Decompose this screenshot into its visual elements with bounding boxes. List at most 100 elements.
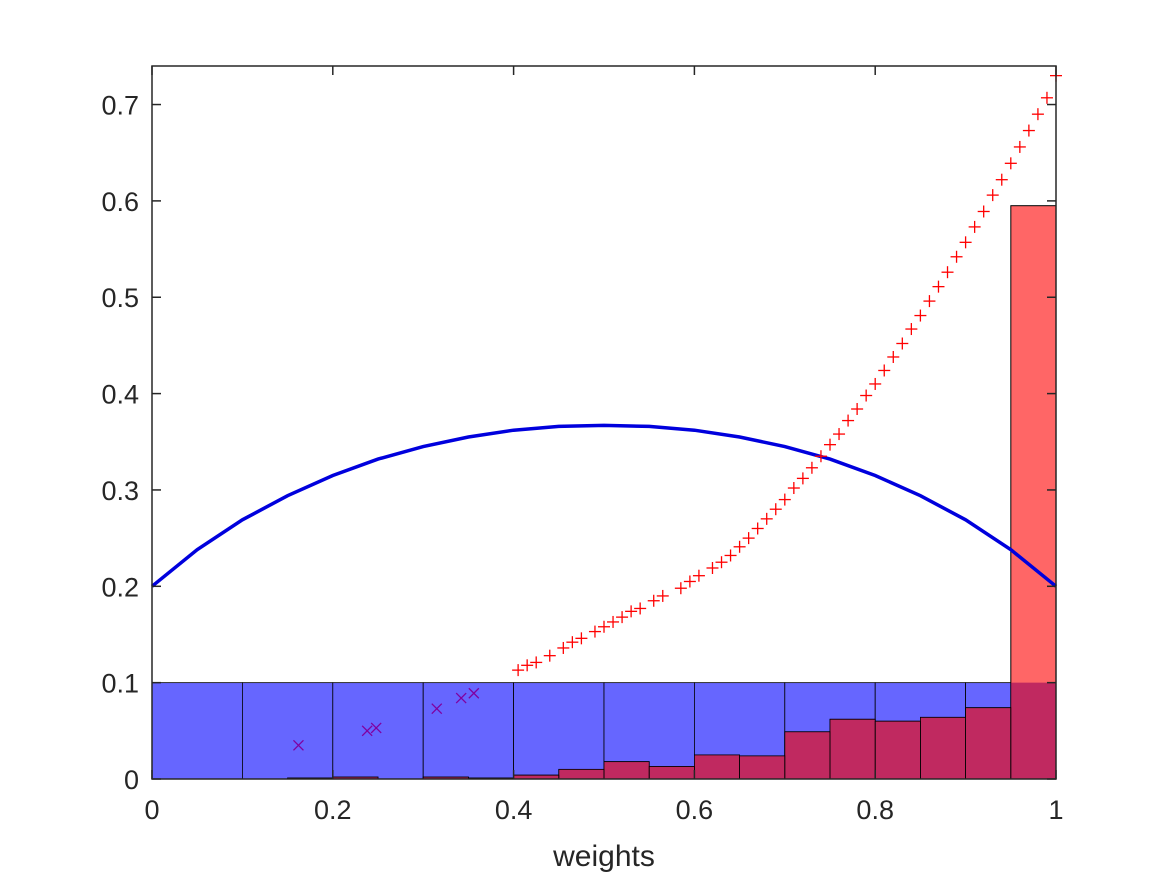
- red-plus-marker: [634, 602, 647, 615]
- red-plus-marker: [914, 309, 927, 322]
- overlap-bar: [739, 755, 785, 779]
- y-tick-label: 0: [124, 765, 139, 795]
- red-plus-marker: [896, 337, 909, 350]
- red-plus-marker: [543, 649, 556, 662]
- purple-x-marker-b: [292, 739, 304, 751]
- purple-x-marker-b: [468, 687, 480, 699]
- red-plus-marker: [715, 556, 728, 569]
- x-tick-label: 1: [1048, 795, 1063, 825]
- overlap-bar: [423, 777, 469, 779]
- overlap-bar: [875, 721, 921, 779]
- red-plus-marker: [778, 493, 791, 506]
- red-plus-marker: [869, 377, 882, 390]
- red-plus-marker: [521, 659, 534, 672]
- red-plus-marker: [1013, 140, 1026, 153]
- red-plus-marker: [588, 625, 601, 638]
- purple-x-marker-b: [361, 725, 373, 737]
- blue-histogram-bar: [151, 682, 243, 780]
- red-plus-marker: [575, 632, 588, 645]
- red-plus-marker: [751, 522, 764, 535]
- overlap-bar: [558, 769, 604, 779]
- red-plus-marker: [995, 173, 1008, 186]
- blue-histogram-bar: [422, 682, 515, 780]
- y-tick-label: 0.7: [101, 91, 139, 121]
- x-axis-title: weights: [552, 840, 655, 873]
- red-plus-marker: [557, 641, 570, 654]
- red-plus-marker: [986, 189, 999, 202]
- red-plus-marker: [787, 482, 800, 495]
- y-tick-label: 0.6: [101, 187, 139, 217]
- overlap-bar: [513, 775, 559, 779]
- red-plus-marker: [760, 512, 773, 525]
- red-plus-marker: [706, 561, 719, 574]
- red-plus-marker: [1004, 157, 1017, 170]
- red-plus-marker: [683, 575, 696, 588]
- red-plus-marker: [824, 438, 836, 451]
- purple-x-marker-b: [455, 692, 467, 704]
- red-plus-marker: [692, 569, 705, 582]
- overlap-bar: [784, 731, 830, 779]
- blue-histogram-bar: [332, 682, 424, 780]
- x-tick-label: 0: [144, 795, 159, 825]
- blue-curve: [150, 423, 1058, 588]
- x-tick-label: 0.8: [856, 795, 894, 825]
- purple-x-marker: [361, 725, 373, 737]
- red-plus-marker: [742, 532, 755, 545]
- red-plus-marker: [647, 594, 660, 607]
- red-plus-marker: [860, 389, 873, 402]
- red-plus-marker: [814, 450, 827, 463]
- red-plus-marker: [724, 549, 737, 562]
- ticks-layer: [151, 66, 1057, 780]
- red-plus-marker: [796, 472, 809, 485]
- red-plus-marker: [625, 605, 638, 618]
- overlap-bar: [332, 777, 378, 779]
- purple-x-marker: [455, 692, 467, 704]
- overlap-bar: [965, 707, 1011, 779]
- blue-histogram-bar: [513, 682, 605, 780]
- overlap-bar: [830, 719, 876, 779]
- x-tick-labels: 0 0.2 0.4 0.6 0.8 1: [144, 795, 1063, 825]
- red-plus-marker: [616, 611, 629, 624]
- red-plus-marker: [607, 615, 620, 628]
- red-plus-marker: [512, 664, 525, 677]
- y-tick-label: 0.3: [101, 476, 139, 506]
- red-plus-marker: [878, 364, 891, 377]
- y-tick-label: 0.1: [101, 669, 139, 699]
- series-layer: [150, 69, 1062, 780]
- red-plus-marker: [941, 266, 954, 279]
- red-plus-marker: [905, 323, 918, 336]
- red-plus-marker: [887, 350, 900, 363]
- red-plus-marker: [530, 656, 543, 669]
- red-plus-marker: [656, 589, 669, 602]
- red-plus-marker: [977, 205, 990, 218]
- red-plus-marker: [950, 250, 963, 263]
- purple-x-marker: [468, 687, 480, 699]
- red-plus-marker: [769, 503, 782, 516]
- axes-layer: [151, 65, 1057, 780]
- red-plus-marker: [842, 414, 855, 427]
- axes-box: [151, 65, 1057, 780]
- red-plus-marker: [674, 582, 687, 595]
- red-plus-marker: [733, 540, 746, 553]
- y-tick-label: 0.4: [101, 380, 139, 410]
- x-tick-label: 0.4: [495, 795, 533, 825]
- red-plus-marker: [566, 636, 579, 649]
- red-plus-marker: [968, 220, 981, 233]
- overlap-bar: [920, 717, 966, 779]
- x-tick-label: 0.2: [314, 795, 352, 825]
- red-plus-marker: [1022, 124, 1035, 137]
- red-plus-marker: [833, 428, 846, 441]
- y-tick-label: 0.5: [101, 283, 139, 313]
- red-plus-marker: [1040, 91, 1053, 104]
- red-plus-marker: [932, 280, 945, 293]
- red-plus-marker: [598, 620, 610, 633]
- purple-x-marker-b: [431, 703, 443, 715]
- purple-x-marker: [292, 739, 304, 751]
- overlap-bar: [649, 766, 695, 779]
- x-tick-label: 0.6: [676, 795, 714, 825]
- overlap-bar: [694, 754, 740, 779]
- y-tick-labels: 0 0.1 0.2 0.3 0.4 0.5 0.6 0.7: [101, 91, 139, 795]
- y-tick-label: 0.2: [101, 572, 139, 602]
- overlap-bar: [1010, 682, 1056, 779]
- purple-x-marker-b: [370, 722, 382, 734]
